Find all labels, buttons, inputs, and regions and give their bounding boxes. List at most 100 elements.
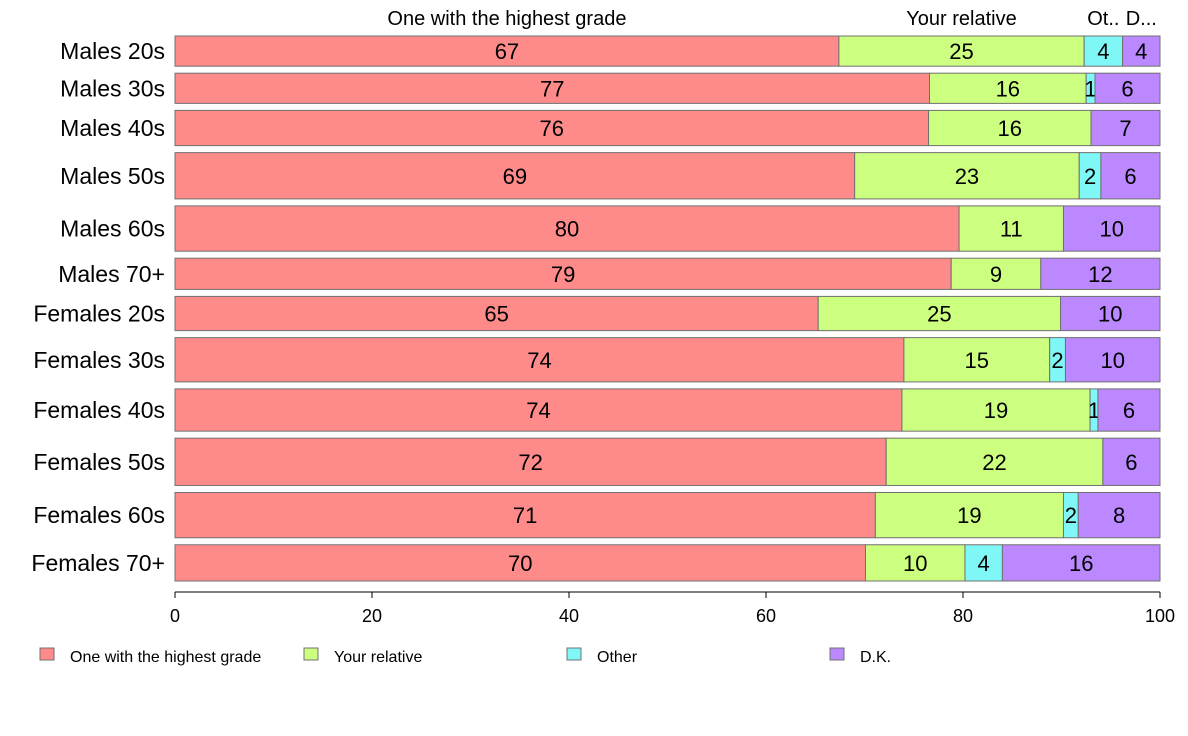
data-label: 70 (508, 551, 532, 576)
bar-segment (928, 109, 1092, 147)
category-labels: Males 20s Males 30s Males 40s Males 50s Male… (31, 38, 165, 576)
data-label: 65 (484, 302, 508, 327)
x-tick-label: 40 (559, 606, 579, 626)
bar-segment (1100, 152, 1161, 200)
category-label: Females 60s (33, 502, 165, 528)
top-series-labels: One with the highest grade Your relative O… (387, 8, 1156, 30)
data-label: 15 (965, 348, 989, 373)
data-label: 2 (1051, 348, 1063, 373)
bar-segment (1097, 388, 1161, 432)
data-label: 1 (1088, 398, 1100, 423)
bar-segment (174, 544, 866, 582)
category-label: Males 40s (60, 115, 165, 141)
data-label: 16 (996, 76, 1020, 101)
data-label: 22 (982, 450, 1006, 475)
bar-segment (838, 35, 1085, 67)
category-label: Females 70+ (31, 550, 165, 576)
category-label: Females 20s (33, 301, 165, 327)
legend-swatch (829, 647, 845, 661)
legend-label: Other (597, 649, 638, 666)
x-tick-label: 100 (1145, 606, 1175, 626)
data-label: 77 (540, 76, 564, 101)
data-label: 11 (1000, 217, 1023, 242)
category-label: Females 50s (33, 449, 165, 475)
data-label: 16 (1069, 551, 1093, 576)
bar-segment (174, 257, 952, 290)
bar-segment (817, 295, 1062, 332)
legend-swatch (39, 647, 55, 661)
bar-segment (854, 152, 1080, 200)
bar-segment (1090, 109, 1161, 147)
bar-segment (1064, 337, 1161, 383)
data-label: 19 (957, 503, 981, 528)
bar-segment (1077, 491, 1161, 539)
data-label: 4 (1135, 39, 1147, 64)
bar-segment (901, 388, 1091, 432)
category-label: Females 40s (33, 397, 165, 423)
data-label: 6 (1124, 164, 1136, 189)
data-label: 10 (1100, 348, 1124, 373)
x-tick-label: 20 (362, 606, 382, 626)
data-label: 74 (527, 348, 551, 373)
bar-segment (885, 437, 1104, 486)
data-label: 74 (526, 398, 550, 423)
bar-segment (174, 205, 960, 252)
series-top-label: Your relative (906, 8, 1016, 30)
data-label: 10 (1099, 217, 1123, 242)
bar-segment (174, 388, 903, 432)
data-label: 69 (503, 164, 527, 189)
legend-swatch (303, 647, 319, 661)
data-label: 6 (1121, 76, 1133, 101)
data-label: 25 (949, 39, 973, 64)
series-top-label: One with the highest grade (387, 8, 626, 30)
data-label: 7 (1119, 116, 1131, 141)
x-tick-label: 0 (170, 606, 180, 626)
series-top-label: Ot.. (1087, 8, 1119, 30)
data-label: 6 (1123, 398, 1135, 423)
bar-segment (929, 72, 1087, 104)
data-label: 72 (518, 450, 542, 475)
data-label: 19 (984, 398, 1008, 423)
bar-segment (174, 72, 931, 104)
data-label: 4 (978, 551, 990, 576)
data-label: 6 (1125, 450, 1137, 475)
data-label: 23 (955, 164, 979, 189)
bar-segment (1060, 295, 1161, 332)
category-label: Males 60s (60, 216, 165, 242)
bar-segment (958, 205, 1064, 252)
category-label: Females 30s (33, 347, 165, 373)
category-label: Males 70+ (58, 261, 165, 287)
category-label: Males 30s (60, 75, 165, 101)
data-label: 2 (1084, 164, 1096, 189)
bar-segment (174, 35, 840, 67)
data-label: 2 (1065, 503, 1077, 528)
data-label: 79 (551, 262, 575, 287)
bar-segment (1102, 437, 1161, 486)
category-label: Males 20s (60, 38, 165, 64)
data-label: 16 (998, 116, 1022, 141)
bar-segment (1083, 35, 1124, 67)
bar-segment (1040, 257, 1161, 290)
bar-segment (174, 337, 905, 383)
legend-label: One with the highest grade (70, 649, 261, 666)
data-label: 67 (495, 39, 519, 64)
legend-label: Your relative (334, 649, 422, 666)
data-label: 1 (1084, 76, 1096, 101)
bar-segment (174, 109, 930, 147)
legend-label: D.K. (860, 649, 891, 666)
data-label: 76 (540, 116, 564, 141)
x-tick-label: 60 (756, 606, 776, 626)
bar-segment (1094, 72, 1161, 104)
data-label: 12 (1088, 262, 1112, 287)
bar-segment (174, 437, 887, 486)
x-tick-label: 80 (953, 606, 973, 626)
data-label: 71 (513, 503, 537, 528)
legend-swatch (566, 647, 582, 661)
data-label: 9 (990, 262, 1002, 287)
data-label: 10 (903, 551, 927, 576)
data-label: 4 (1097, 39, 1109, 64)
data-label: 25 (927, 302, 951, 327)
